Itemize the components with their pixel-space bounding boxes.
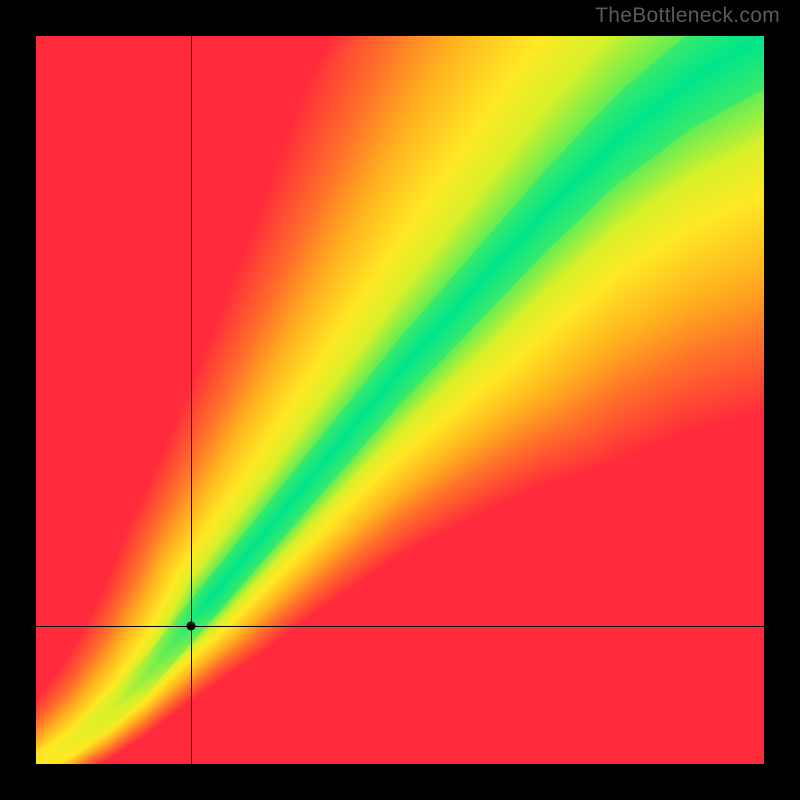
watermark-text: TheBottleneck.com [595,4,780,28]
crosshair-vertical [191,36,192,764]
heatmap-plot-area [36,36,764,764]
heatmap-canvas [36,36,764,764]
crosshair-horizontal [36,626,764,627]
chart-container: TheBottleneck.com [0,0,800,800]
marker-point [187,621,196,630]
